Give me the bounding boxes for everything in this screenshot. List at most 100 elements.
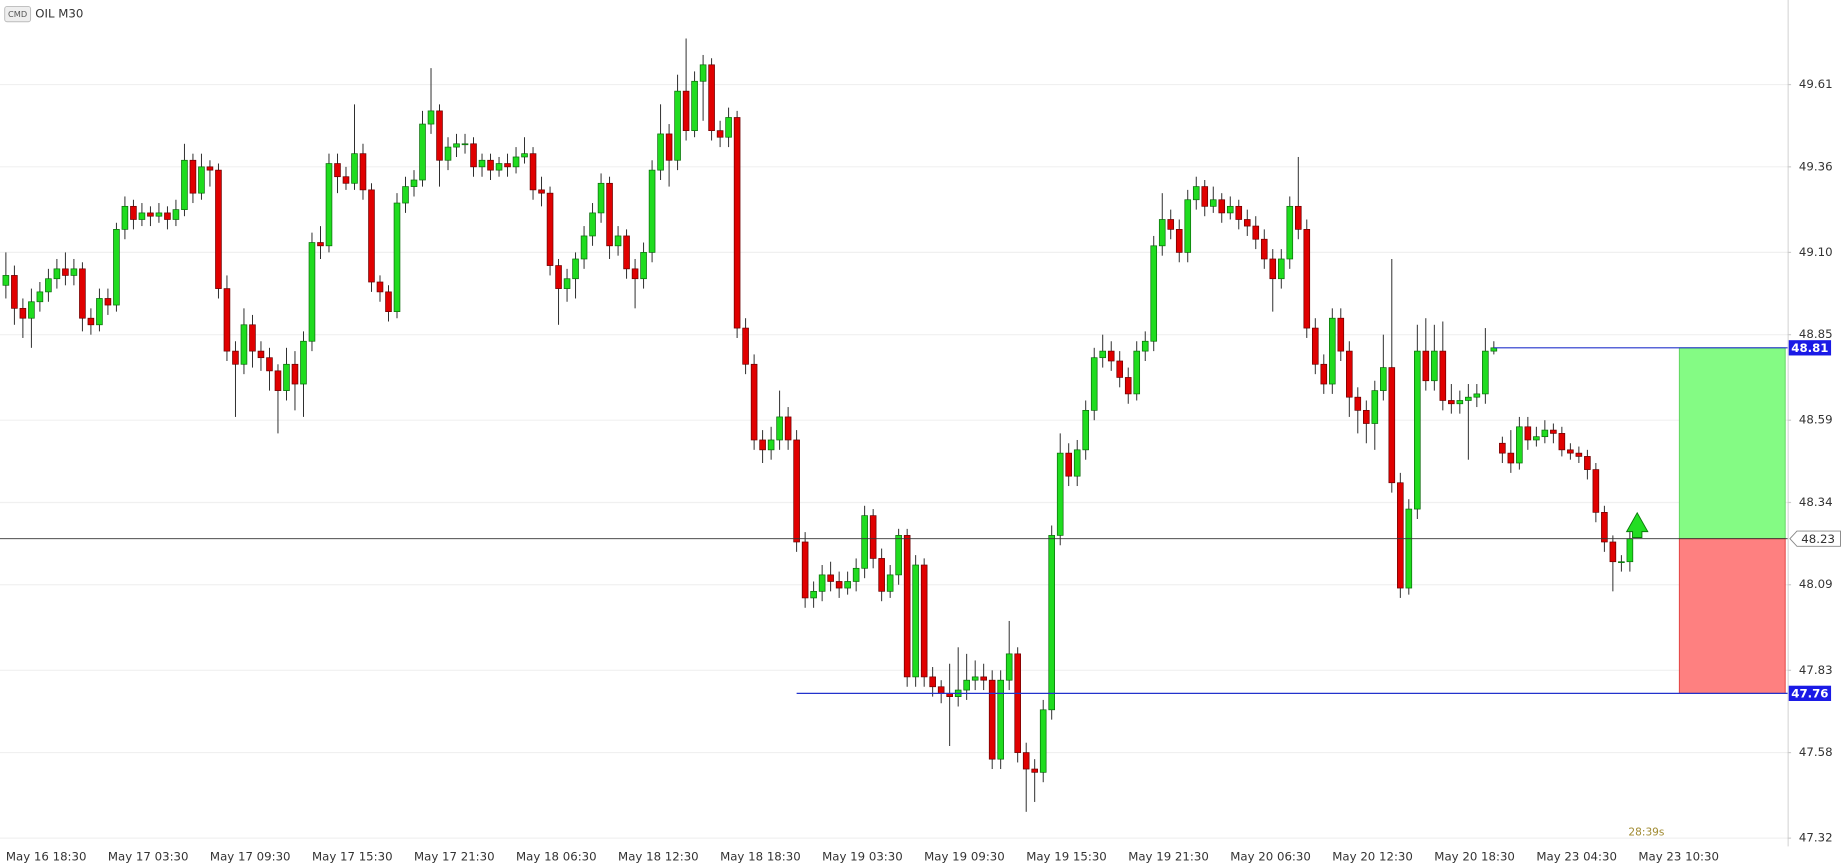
candle-body [138, 212, 146, 220]
candle-body [1507, 452, 1515, 464]
candle-body [1567, 449, 1574, 454]
candle-body [1175, 229, 1183, 253]
candle-body [665, 133, 673, 161]
candle-body [45, 278, 52, 293]
candle-body [597, 182, 605, 214]
candle-body [1099, 350, 1107, 359]
candle-body [11, 275, 18, 309]
candle-body [164, 212, 171, 220]
candle-body [1124, 377, 1132, 395]
candle-body [1363, 409, 1370, 424]
y-tick-label: 49.36 [1799, 159, 1833, 173]
candle-body [70, 268, 78, 276]
candle-body [147, 212, 154, 217]
candle-body [546, 192, 554, 266]
candle-body [1082, 409, 1090, 451]
candle-body [121, 205, 129, 230]
candle-body [1286, 205, 1294, 260]
candle-body [1465, 396, 1472, 401]
candle-body [87, 317, 95, 326]
candle-body [827, 574, 834, 582]
candle-body [1414, 350, 1421, 510]
current-price-tag [1789, 530, 1841, 547]
candle-body [776, 416, 783, 441]
candle-body [852, 567, 860, 582]
candle-body [342, 176, 350, 184]
level-tag [1788, 685, 1832, 701]
candle-body [181, 159, 188, 210]
candle-body [215, 169, 222, 289]
candle-body [53, 268, 61, 280]
candle-body [1388, 367, 1396, 484]
candle-body [648, 169, 656, 253]
candle-body [436, 110, 443, 161]
x-tick-label: May 18 18:30 [720, 849, 801, 863]
candle-body [1039, 709, 1047, 773]
candle-body [1609, 541, 1617, 563]
x-tick-label: May 16 18:30 [6, 849, 87, 863]
candle-body [19, 307, 27, 319]
candle-body [682, 90, 690, 131]
candle-body [1482, 350, 1489, 395]
candle-body [997, 679, 1004, 760]
candle-body [1218, 199, 1226, 214]
candle-body [1592, 469, 1600, 513]
candle-body [385, 291, 392, 312]
candles [2, 38, 1634, 812]
candle-body [844, 581, 851, 589]
candle-body [240, 324, 248, 365]
candle-body [130, 205, 137, 220]
candle-body [580, 235, 588, 260]
candle-body [640, 252, 647, 280]
candle-body [963, 679, 970, 691]
stop-loss-zone [1678, 538, 1786, 694]
candle-body [427, 110, 435, 125]
x-tick-label: May 17 15:30 [312, 849, 393, 863]
candle-body [1116, 360, 1124, 378]
candle-body [1626, 538, 1634, 563]
x-tick-label: May 20 18:30 [1434, 849, 1515, 863]
x-tick-label: May 17 21:30 [414, 849, 495, 863]
candle-body [444, 146, 452, 161]
candle-body [198, 166, 205, 194]
candle-body [1550, 429, 1557, 434]
level-tag [1788, 340, 1832, 356]
candle-body [512, 156, 520, 168]
candle-body [283, 363, 290, 391]
badge-box [4, 5, 32, 23]
candle-body [818, 574, 826, 592]
y-tick-label: 47.83 [1799, 663, 1833, 677]
x-tick-label: May 18 06:30 [516, 849, 597, 863]
candle-body [487, 159, 494, 171]
buy-arrow [1625, 511, 1649, 538]
candle-body [555, 265, 562, 289]
candle-body [113, 229, 120, 306]
candle-body [334, 163, 341, 178]
candle-body [1422, 350, 1430, 382]
candle-body [495, 163, 503, 171]
x-tick-label: May 19 21:30 [1128, 849, 1209, 863]
x-tick-label: May 19 03:30 [822, 849, 903, 863]
candle-body [835, 581, 843, 589]
candle-body [104, 298, 112, 306]
candle-body [674, 90, 681, 161]
grid [0, 83, 1788, 839]
candle-body [36, 291, 44, 303]
candle-body [1056, 452, 1064, 536]
candle-body [1201, 186, 1209, 207]
chart-title: OIL M30 [35, 7, 83, 21]
candle-body [1192, 186, 1200, 201]
candle-body [1397, 482, 1404, 589]
candle-body [1269, 258, 1277, 280]
candle-body [470, 143, 477, 168]
candle-body [504, 163, 511, 168]
candle-body [1014, 653, 1021, 753]
x-tick-label: May 19 15:30 [1026, 849, 1107, 863]
candle-body [708, 64, 715, 131]
candle-body [1184, 199, 1192, 253]
candle-body [1158, 219, 1166, 247]
candle-body [308, 242, 316, 342]
candle-body [1320, 363, 1328, 385]
candle-body [189, 159, 197, 194]
